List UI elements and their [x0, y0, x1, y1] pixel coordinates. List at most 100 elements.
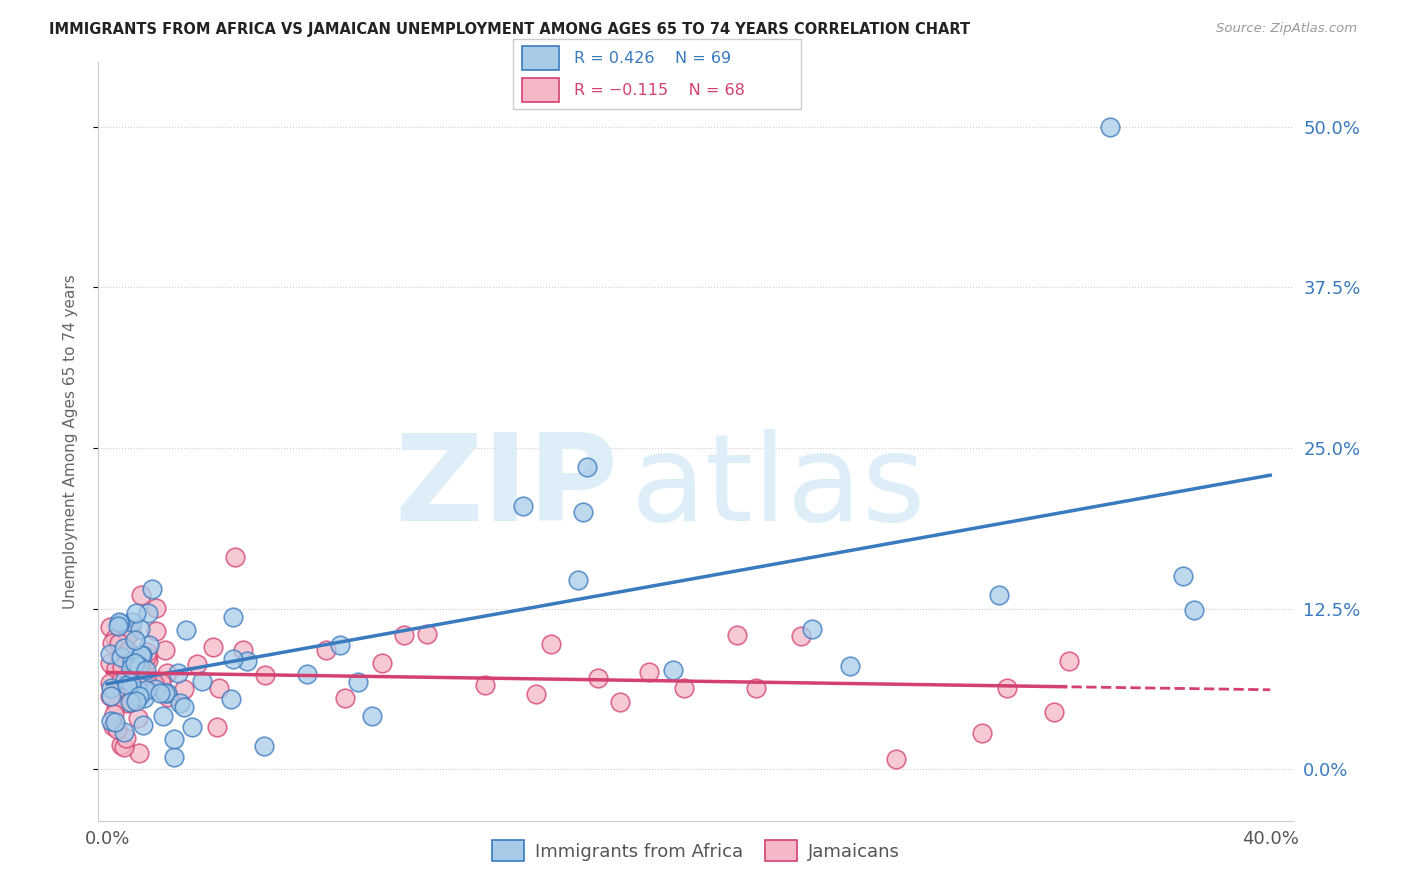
Bar — [522, 78, 560, 102]
Text: Source: ZipAtlas.com: Source: ZipAtlas.com — [1216, 22, 1357, 36]
Point — [125, 694, 148, 708]
Point — [136, 653, 159, 667]
Bar — [522, 46, 560, 70]
Point — [110, 738, 132, 752]
Point — [117, 656, 139, 670]
Point — [839, 658, 862, 673]
Point — [120, 660, 142, 674]
Point — [236, 654, 259, 668]
Point — [127, 710, 149, 724]
Point — [156, 666, 179, 681]
Point — [110, 673, 132, 688]
Point — [232, 642, 254, 657]
Point — [122, 684, 145, 698]
Point — [115, 731, 138, 746]
Point — [970, 726, 993, 740]
Point — [108, 615, 131, 630]
Text: ZIP: ZIP — [395, 428, 619, 546]
Point — [571, 505, 593, 519]
Text: atlas: atlas — [630, 428, 927, 546]
Point — [745, 681, 768, 696]
Point — [135, 669, 157, 683]
Point — [474, 678, 496, 692]
Point — [105, 661, 128, 675]
Point — [128, 690, 150, 704]
Point — [335, 690, 357, 705]
Point — [254, 668, 277, 682]
Point — [790, 629, 813, 643]
Point — [673, 681, 696, 695]
Point — [224, 550, 246, 565]
FancyBboxPatch shape — [513, 39, 801, 109]
Point — [111, 660, 134, 674]
Point — [103, 706, 125, 721]
Point — [110, 650, 132, 665]
Point — [173, 699, 195, 714]
Point — [127, 690, 149, 705]
Point — [104, 714, 127, 729]
Point — [120, 676, 142, 690]
Point — [191, 673, 214, 688]
Point — [135, 663, 157, 677]
Point — [138, 638, 160, 652]
Point — [98, 676, 121, 690]
Point — [155, 643, 177, 657]
Point — [156, 690, 179, 704]
Point — [1173, 568, 1195, 582]
Point — [105, 722, 128, 736]
Point — [124, 632, 146, 647]
Point — [588, 671, 610, 685]
Point — [173, 681, 195, 696]
Point — [118, 695, 141, 709]
Text: R = 0.426    N = 69: R = 0.426 N = 69 — [574, 51, 731, 65]
Point — [135, 648, 157, 663]
Point — [371, 656, 394, 670]
Point — [120, 625, 142, 640]
Point — [512, 499, 534, 513]
Point — [131, 648, 153, 662]
Point — [163, 731, 186, 746]
Point — [181, 719, 204, 733]
Text: IMMIGRANTS FROM AFRICA VS JAMAICAN UNEMPLOYMENT AMONG AGES 65 TO 74 YEARS CORREL: IMMIGRANTS FROM AFRICA VS JAMAICAN UNEMP… — [49, 22, 970, 37]
Point — [108, 615, 131, 629]
Point — [205, 720, 228, 734]
Point — [115, 678, 138, 692]
Point — [112, 640, 135, 655]
Point — [1043, 705, 1066, 719]
Point — [145, 624, 167, 638]
Point — [125, 606, 148, 620]
Point — [392, 627, 415, 641]
Point — [361, 708, 384, 723]
Point — [1099, 120, 1122, 134]
Point — [98, 690, 121, 704]
Point — [112, 739, 135, 754]
Point — [524, 687, 547, 701]
Point — [128, 746, 150, 760]
Point — [201, 640, 224, 655]
Point — [114, 672, 136, 686]
Point — [153, 686, 176, 700]
Point — [987, 588, 1010, 602]
Point — [567, 573, 589, 587]
Point — [100, 689, 122, 703]
Point — [142, 676, 165, 690]
Point — [117, 644, 139, 658]
Point — [609, 695, 631, 709]
Point — [104, 631, 127, 645]
Point — [295, 667, 318, 681]
Point — [253, 739, 276, 753]
Point — [101, 719, 124, 733]
Point — [169, 697, 191, 711]
Point — [132, 690, 155, 705]
Point — [1182, 603, 1205, 617]
Point — [98, 620, 121, 634]
Point — [141, 582, 163, 597]
Point — [662, 664, 685, 678]
Point — [135, 682, 157, 697]
Point — [219, 692, 242, 706]
Point — [128, 659, 150, 673]
Point — [725, 628, 748, 642]
Point — [638, 665, 661, 679]
Point — [142, 679, 165, 693]
Point — [315, 642, 337, 657]
